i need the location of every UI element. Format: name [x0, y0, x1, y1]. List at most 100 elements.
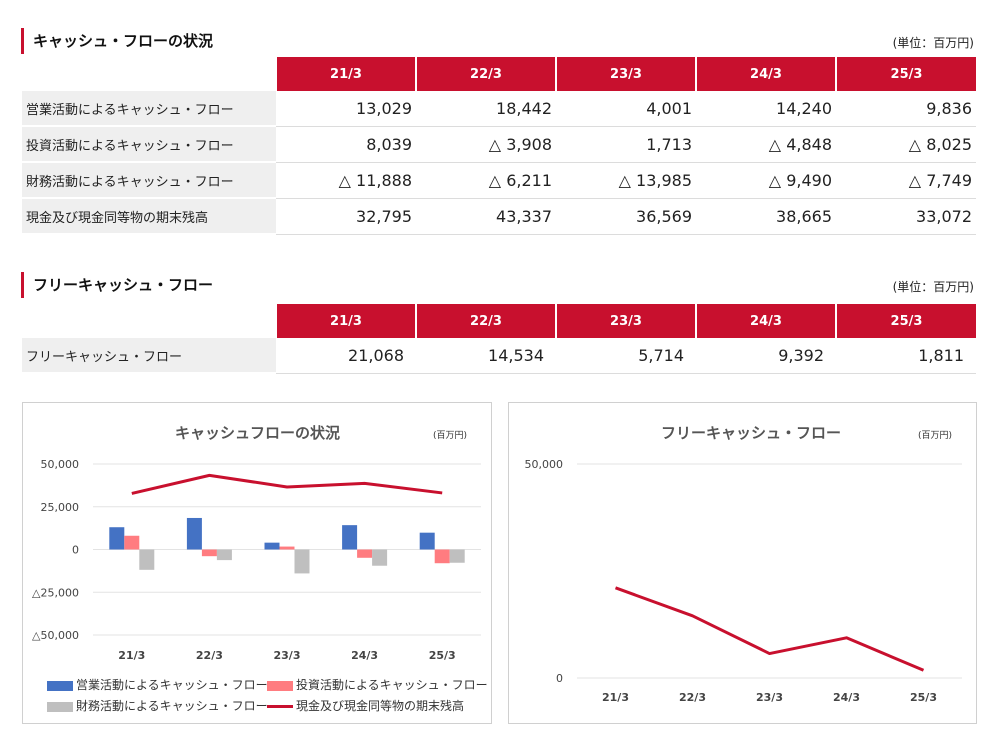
table-cell: 14,240	[696, 91, 836, 127]
column-header: 22/3	[415, 57, 556, 91]
legend-swatch	[267, 705, 293, 708]
table-corner	[22, 57, 276, 91]
column-header: 25/3	[835, 57, 976, 91]
table-cell: 4,001	[556, 91, 696, 127]
bar	[186, 517, 202, 550]
cashflow-table: 21/3 22/3 23/3 24/3 25/3 営業活動によるキャッシュ・フロ…	[22, 57, 976, 235]
fcf-table: 21/3 22/3 23/3 24/3 25/3 フリーキャッシュ・フロー 21…	[22, 304, 976, 374]
fcf-chart-title: フリーキャッシュ・フロー	[661, 424, 842, 442]
table-cell: 43,337	[416, 198, 556, 235]
bar	[294, 549, 310, 574]
bar	[434, 549, 450, 564]
table-cell: 21,068	[276, 338, 416, 374]
row-label: 営業活動によるキャッシュ・フロー	[22, 91, 276, 127]
table-cell: △ 6,211	[416, 162, 556, 199]
table-cell: 9,836	[836, 91, 976, 127]
table-cell: 8,039	[276, 126, 416, 163]
table-cell: 14,534	[416, 338, 556, 374]
column-header: 23/3	[555, 57, 696, 91]
x-tick-label: 25/3	[910, 691, 937, 704]
cashflow-section-title: キャッシュ・フローの状況	[21, 28, 213, 54]
table-cell: 1,811	[836, 338, 976, 374]
y-tick-label: 0	[556, 672, 563, 685]
fcf-chart-panel: フリーキャッシュ・フロー (百万円) 50,000 0 21/3 22/3 23/3 24…	[508, 402, 977, 724]
column-header: 23/3	[555, 304, 696, 338]
table-cell: △ 13,985	[556, 162, 696, 199]
x-tick-label: 22/3	[679, 691, 706, 704]
cashflow-chart: 50,000 25,000 0 △25,000 △50,000 21/3 22/3 23/3 2…	[32, 458, 481, 662]
table-row: 営業活動によるキャッシュ・フロー 13,029 18,442 4,001 14,…	[22, 91, 976, 127]
table-cell: 33,072	[836, 198, 976, 235]
legend-label: 営業活動によるキャッシュ・フロー	[76, 678, 268, 692]
bar	[342, 525, 358, 550]
bar	[124, 535, 140, 550]
x-tick-label: 24/3	[351, 649, 378, 662]
table-cell: 36,569	[556, 198, 696, 235]
legend-label: 現金及び現金同等物の期末残高	[296, 699, 465, 713]
x-tick-label: 25/3	[429, 649, 456, 662]
table-cell: 32,795	[276, 198, 416, 235]
column-header: 22/3	[415, 304, 556, 338]
table-cell: △ 7,749	[836, 162, 976, 199]
x-tick-label: 22/3	[196, 649, 223, 662]
cashflow-chart-panel: キャッシュフローの状況 (百万円) 50,000 25,000 0 △25,000 △5…	[22, 402, 492, 724]
legend-label: 財務活動によるキャッシュ・フロー	[76, 699, 268, 713]
fcf-line	[614, 586, 925, 672]
y-tick-label: 50,000	[41, 458, 80, 471]
x-tick-label: 21/3	[602, 691, 629, 704]
table-row: 財務活動によるキャッシュ・フロー △ 11,888 △ 6,211 △ 13,9…	[22, 162, 976, 199]
row-label: 現金及び現金同等物の期末残高	[22, 198, 276, 235]
x-tick-label: 24/3	[833, 691, 860, 704]
cashflow-unit-label: (単位：百万円)	[892, 36, 974, 50]
row-label: 財務活動によるキャッシュ・フロー	[22, 162, 276, 199]
legend-label: 投資活動によるキャッシュ・フロー	[296, 678, 488, 692]
cashflow-chart-title: キャッシュフローの状況	[175, 424, 341, 442]
bar	[109, 527, 125, 550]
bar	[372, 549, 388, 566]
bar	[279, 546, 295, 550]
table-cell: 38,665	[696, 198, 836, 235]
y-tick-label: 25,000	[41, 501, 80, 514]
table-cell: △ 9,490	[696, 162, 836, 199]
table-row: 投資活動によるキャッシュ・フロー 8,039 △ 3,908 1,713 △ 4…	[22, 126, 976, 163]
bar	[264, 542, 280, 550]
column-header: 25/3	[835, 304, 976, 338]
bar	[419, 532, 435, 550]
table-row: フリーキャッシュ・フロー 21,068 14,534 5,714 9,392 1…	[22, 338, 976, 374]
legend-item-financing: 財務活動によるキャッシュ・フロー	[47, 697, 268, 714]
fcf-section-title: フリーキャッシュ・フロー	[21, 272, 213, 298]
legend-item-operating: 営業活動によるキャッシュ・フロー	[47, 676, 268, 693]
x-tick-label: 23/3	[274, 649, 301, 662]
x-tick-label: 23/3	[756, 691, 783, 704]
bar	[201, 549, 217, 557]
bar	[357, 549, 373, 558]
bar	[449, 549, 465, 563]
table-corner	[22, 304, 276, 338]
table-cell: 1,713	[556, 126, 696, 163]
table-cell: 13,029	[276, 91, 416, 127]
table-cell: △ 4,848	[696, 126, 836, 163]
column-header: 21/3	[275, 304, 416, 338]
table-cell: △ 11,888	[276, 162, 416, 199]
legend-swatch	[47, 680, 73, 691]
column-header: 24/3	[695, 304, 836, 338]
bar	[216, 549, 232, 561]
table-cell: 5,714	[556, 338, 696, 374]
y-tick-label: △50,000	[32, 629, 79, 642]
table-cell: △ 8,025	[836, 126, 976, 163]
column-header: 21/3	[275, 57, 416, 91]
row-label: フリーキャッシュ・フロー	[22, 338, 276, 374]
legend-swatch	[267, 680, 293, 691]
y-tick-label: 0	[72, 544, 79, 557]
x-tick-label: 21/3	[118, 649, 145, 662]
table-row: 現金及び現金同等物の期末残高 32,795 43,337 36,569 38,6…	[22, 198, 976, 235]
fcf-chart: 50,000 0 21/3 22/3 23/3 24/3 25/3	[525, 458, 962, 704]
fcf-chart-unit: (百万円)	[918, 431, 953, 441]
legend-item-investing: 投資活動によるキャッシュ・フロー	[267, 676, 488, 693]
column-header: 24/3	[695, 57, 836, 91]
y-tick-label: 50,000	[525, 458, 564, 471]
bar	[139, 549, 155, 570]
table-cell: △ 3,908	[416, 126, 556, 163]
cashflow-chart-unit: (百万円)	[433, 431, 468, 441]
table-cell: 9,392	[696, 338, 836, 374]
